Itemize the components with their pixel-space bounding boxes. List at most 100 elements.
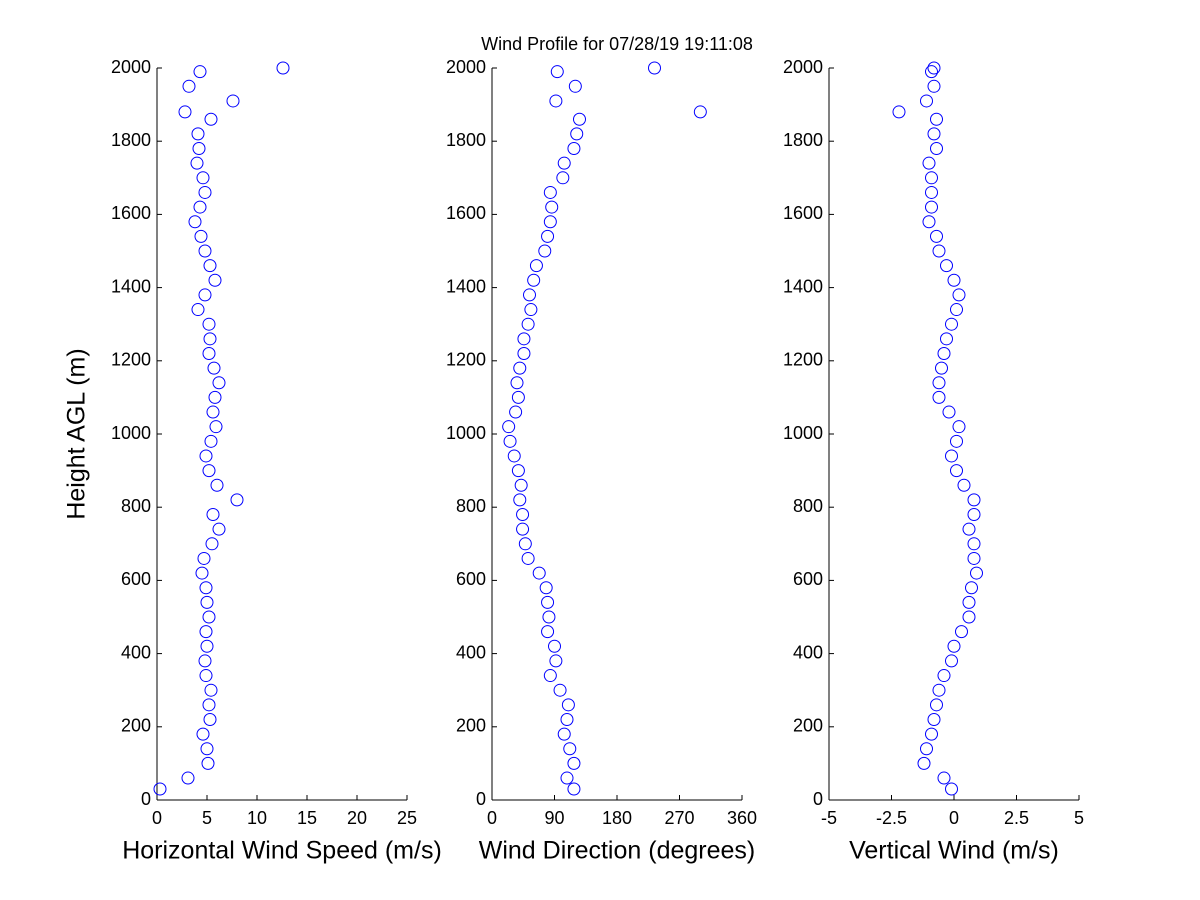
data-point — [560, 771, 574, 785]
data-point — [202, 610, 216, 624]
data-point — [568, 79, 582, 93]
data-point — [201, 756, 215, 770]
y-tick-label: 1000 — [111, 423, 151, 443]
data-point — [532, 566, 546, 580]
y-tick-label: 800 — [793, 496, 823, 516]
data-point — [541, 229, 555, 243]
x-tick-label: -2.5 — [876, 808, 907, 828]
y-tick-label: 600 — [121, 569, 151, 589]
data-point — [548, 639, 561, 653]
data-point — [925, 727, 938, 741]
data-point — [573, 112, 586, 126]
data-point — [200, 742, 214, 756]
x-axis-label: Wind Direction (degrees) — [479, 837, 756, 865]
data-point — [952, 420, 966, 434]
x-tick-label: 90 — [544, 808, 564, 828]
x-tick-label: 360 — [727, 808, 757, 828]
x-tick-label: 20 — [347, 808, 367, 828]
data-point — [945, 782, 958, 796]
data-point — [945, 449, 958, 463]
data-point — [561, 698, 575, 712]
data-point — [962, 522, 976, 536]
y-tick-label: 400 — [121, 642, 151, 662]
data-point — [507, 449, 521, 463]
data-point — [567, 782, 581, 796]
y-tick-label: 400 — [456, 642, 486, 662]
data-point — [200, 639, 214, 653]
y-tick-label: 800 — [456, 496, 486, 516]
data-point — [196, 171, 210, 185]
x-axis-label: Horizontal Wind Speed (m/s) — [122, 837, 442, 865]
data-point — [192, 142, 206, 156]
data-point — [932, 683, 946, 697]
y-tick-label: 0 — [141, 789, 151, 809]
data-point — [927, 712, 941, 726]
data-point — [922, 156, 936, 170]
data-point — [950, 464, 963, 478]
x-tick-label: 10 — [247, 808, 267, 828]
data-point — [517, 346, 531, 360]
data-point — [203, 259, 217, 273]
data-point — [930, 112, 943, 126]
data-point — [511, 464, 525, 478]
data-point — [937, 771, 951, 785]
data-point — [965, 581, 978, 595]
data-point — [199, 625, 213, 639]
data-point — [199, 449, 213, 463]
data-point — [945, 317, 958, 331]
data-point — [920, 94, 933, 108]
x-tick-label: 0 — [487, 808, 497, 828]
y-tick-label: 800 — [121, 496, 151, 516]
data-point — [209, 420, 223, 434]
y-tick-label: 200 — [793, 716, 823, 736]
data-point — [226, 94, 240, 108]
data-point — [207, 361, 221, 375]
data-point — [208, 390, 222, 404]
data-point — [648, 61, 661, 75]
data-point — [195, 566, 209, 580]
data-point — [970, 566, 983, 580]
data-point — [521, 551, 535, 565]
data-point — [204, 112, 218, 126]
data-point — [202, 317, 216, 331]
data-point — [932, 244, 946, 258]
data-point — [947, 273, 961, 287]
data-point — [557, 156, 571, 170]
y-tick-label: 2000 — [783, 57, 823, 77]
data-point — [198, 654, 212, 668]
data-point — [925, 65, 938, 79]
data-point — [516, 522, 530, 536]
data-point — [542, 610, 556, 624]
data-point — [950, 434, 963, 448]
data-point — [188, 215, 202, 229]
y-tick-label: 600 — [793, 569, 823, 589]
y-tick-label: 1600 — [446, 203, 486, 223]
data-point — [510, 376, 524, 390]
data-point — [198, 288, 212, 302]
data-point — [940, 332, 953, 346]
x-tick-label: 270 — [664, 808, 694, 828]
data-point — [527, 273, 541, 287]
data-point — [194, 229, 208, 243]
data-point — [524, 303, 538, 317]
y-tick-label: 600 — [456, 569, 486, 589]
x-tick-label: 25 — [397, 808, 417, 828]
data-point — [563, 742, 577, 756]
data-point — [550, 65, 564, 79]
x-tick-label: -5 — [821, 808, 837, 828]
data-point — [930, 698, 943, 712]
x-tick-label: 180 — [602, 808, 632, 828]
x-tick-label: 0 — [152, 808, 162, 828]
y-tick-label: 1400 — [111, 276, 151, 296]
data-point — [204, 434, 218, 448]
data-point — [932, 376, 946, 390]
y-tick-label: 1400 — [783, 276, 823, 296]
y-tick-label: 200 — [456, 716, 486, 736]
data-point — [509, 405, 523, 419]
data-point — [962, 610, 976, 624]
y-tick-label: 1800 — [446, 130, 486, 150]
y-tick-label: 1000 — [446, 423, 486, 443]
data-point — [950, 303, 963, 317]
data-point — [545, 200, 559, 214]
